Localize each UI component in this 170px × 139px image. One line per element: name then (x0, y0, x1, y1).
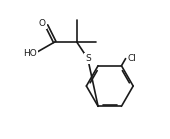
Text: HO: HO (23, 49, 37, 58)
Text: Cl: Cl (127, 54, 136, 63)
Text: O: O (39, 19, 46, 28)
Text: S: S (85, 54, 91, 63)
